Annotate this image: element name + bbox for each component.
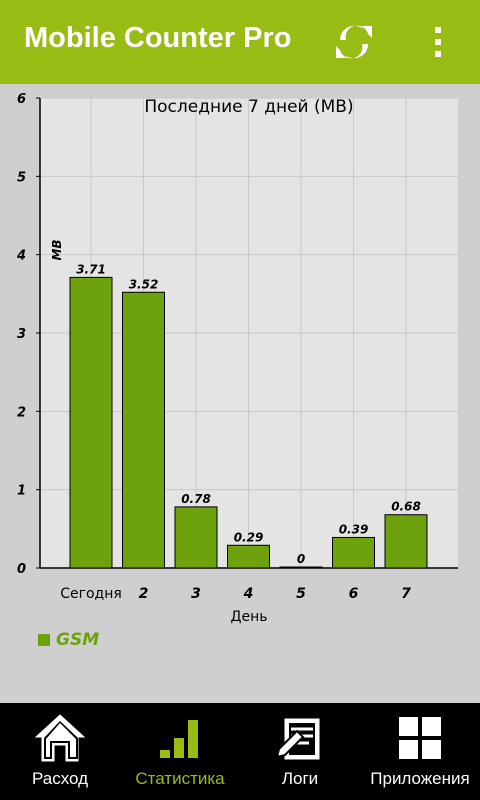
nav-item-logs[interactable]: Логи [240, 703, 360, 800]
bar [69, 276, 113, 569]
x-axis-label: День [231, 609, 268, 624]
nav-label-expense: Расход [31, 769, 89, 788]
y-tick-label: 4 [16, 249, 26, 264]
statistics-content: 0 1 2 3 4 5 6 Последние 7 дней (MB) MB 3.71 3.52 0.… [0, 84, 480, 703]
bar-data-label: 0.68 [391, 500, 421, 514]
bar-data-label: 3.52 [129, 277, 159, 291]
bar [279, 566, 323, 569]
y-tick-label: 5 [17, 170, 26, 185]
y-axis-label: MB [50, 239, 64, 260]
bar [122, 291, 165, 569]
stats-icon [153, 713, 207, 763]
nav-label-logs: Логи [281, 769, 319, 788]
home-icon [33, 713, 87, 763]
x-tick-label: 2 [139, 586, 149, 602]
action-bar: Mobile Counter Pro [0, 0, 480, 84]
bar [384, 514, 428, 569]
logs-icon [273, 713, 327, 763]
y-tick-label: 3 [17, 327, 26, 342]
y-tick-label: 6 [17, 92, 26, 107]
bottom-navigation: Расход Статистика Логи [0, 703, 480, 800]
bar-chart: 0 1 2 3 4 5 6 Последние 7 дней (MB) MB 3.71 3.52 0.… [16, 92, 458, 624]
y-tick-label: 1 [17, 484, 26, 499]
legend-swatch [38, 634, 50, 646]
bar [227, 544, 270, 569]
y-tick-label: 0 [17, 562, 26, 577]
x-tick-label: 4 [243, 586, 254, 602]
refresh-button[interactable] [328, 16, 380, 68]
overflow-menu-icon [435, 27, 441, 33]
x-tick-label: 6 [349, 586, 359, 602]
bar-data-label: 0.78 [181, 492, 211, 506]
chart-title: Последние 7 дней (MB) [144, 97, 353, 117]
nav-label-statistics: Статистика [135, 769, 225, 788]
x-tick-label: 7 [401, 586, 411, 602]
chart-legend: GSM [38, 630, 99, 650]
y-tick-label: 2 [17, 405, 26, 420]
nav-item-apps[interactable]: Приложения [360, 703, 480, 800]
x-tick-label: 5 [296, 586, 306, 602]
x-tick-label: Сегодня [60, 586, 122, 602]
bar [174, 506, 218, 569]
apps-icon [393, 713, 447, 763]
bar-data-label: 0.29 [234, 530, 264, 544]
bar-data-label: 3.71 [76, 262, 106, 276]
legend-label: GSM [56, 630, 100, 650]
bar [332, 536, 375, 569]
app-title: Mobile Counter Pro [24, 22, 292, 54]
overflow-menu-button[interactable] [420, 18, 456, 66]
refresh-icon [336, 25, 372, 59]
nav-item-statistics[interactable]: Статистика [120, 703, 240, 800]
nav-label-apps: Приложения [370, 769, 470, 788]
bar-data-label: 0 [297, 552, 305, 566]
x-tick-label: 3 [191, 586, 201, 602]
nav-item-expense[interactable]: Расход [0, 703, 120, 800]
bar-data-label: 0.39 [339, 522, 369, 536]
